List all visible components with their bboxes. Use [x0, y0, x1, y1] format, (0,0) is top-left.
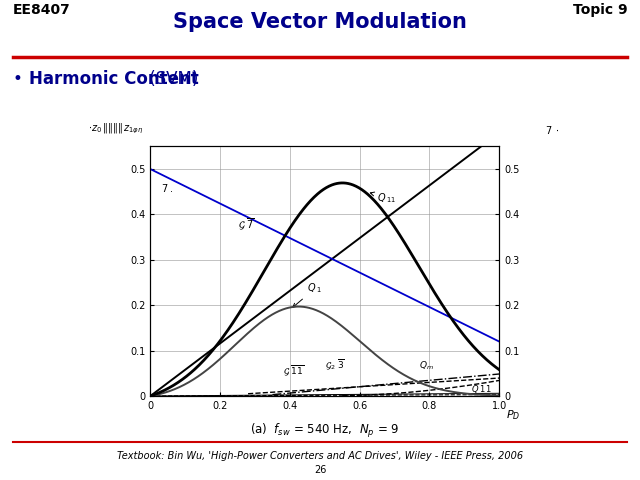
Text: $\mathcal{G}\;\overline{7}$: $\mathcal{G}\;\overline{7}$: [237, 216, 254, 232]
Text: $7\;.$: $7\;.$: [161, 182, 173, 194]
Text: $\mathcal{G}\;\overline{11}$: $\mathcal{G}\;\overline{11}$: [283, 363, 304, 378]
Text: $Q_{m}$: $Q_{m}$: [419, 360, 434, 372]
Text: $\cdot z_0\,\Vert\Vert\Vert\Vert\, z_{1\varphi\eta}$: $\cdot z_0\,\Vert\Vert\Vert\Vert\, z_{1\…: [88, 121, 144, 136]
Text: $Q_{\;1}$: $Q_{\;1}$: [293, 282, 323, 307]
Text: (SVM): (SVM): [144, 70, 198, 88]
Text: $\mathcal{G}_2\;\overline{3}$: $\mathcal{G}_2\;\overline{3}$: [325, 358, 344, 372]
Text: Textbook: Bin Wu, 'High-Power Converters and AC Drives', Wiley - IEEE Press, 200: Textbook: Bin Wu, 'High-Power Converters…: [117, 451, 523, 461]
Text: $P_D$: $P_D$: [506, 408, 520, 422]
Text: 26: 26: [314, 465, 326, 475]
Text: Topic 9: Topic 9: [573, 3, 627, 17]
Text: $7\;\cdot$: $7\;\cdot$: [545, 124, 560, 136]
Text: •: •: [13, 70, 22, 88]
Text: Space Vector Modulation: Space Vector Modulation: [173, 12, 467, 33]
Text: $Q\;11$: $Q\;11$: [471, 384, 492, 396]
Text: $Q_{\;11}$: $Q_{\;11}$: [371, 191, 397, 204]
Text: EE8407: EE8407: [13, 3, 70, 17]
Text: Harmonic Content: Harmonic Content: [29, 70, 198, 88]
Text: (a)  $f_{sw}$ = 540 Hz,  $N_p$ = 9: (a) $f_{sw}$ = 540 Hz, $N_p$ = 9: [250, 422, 399, 441]
